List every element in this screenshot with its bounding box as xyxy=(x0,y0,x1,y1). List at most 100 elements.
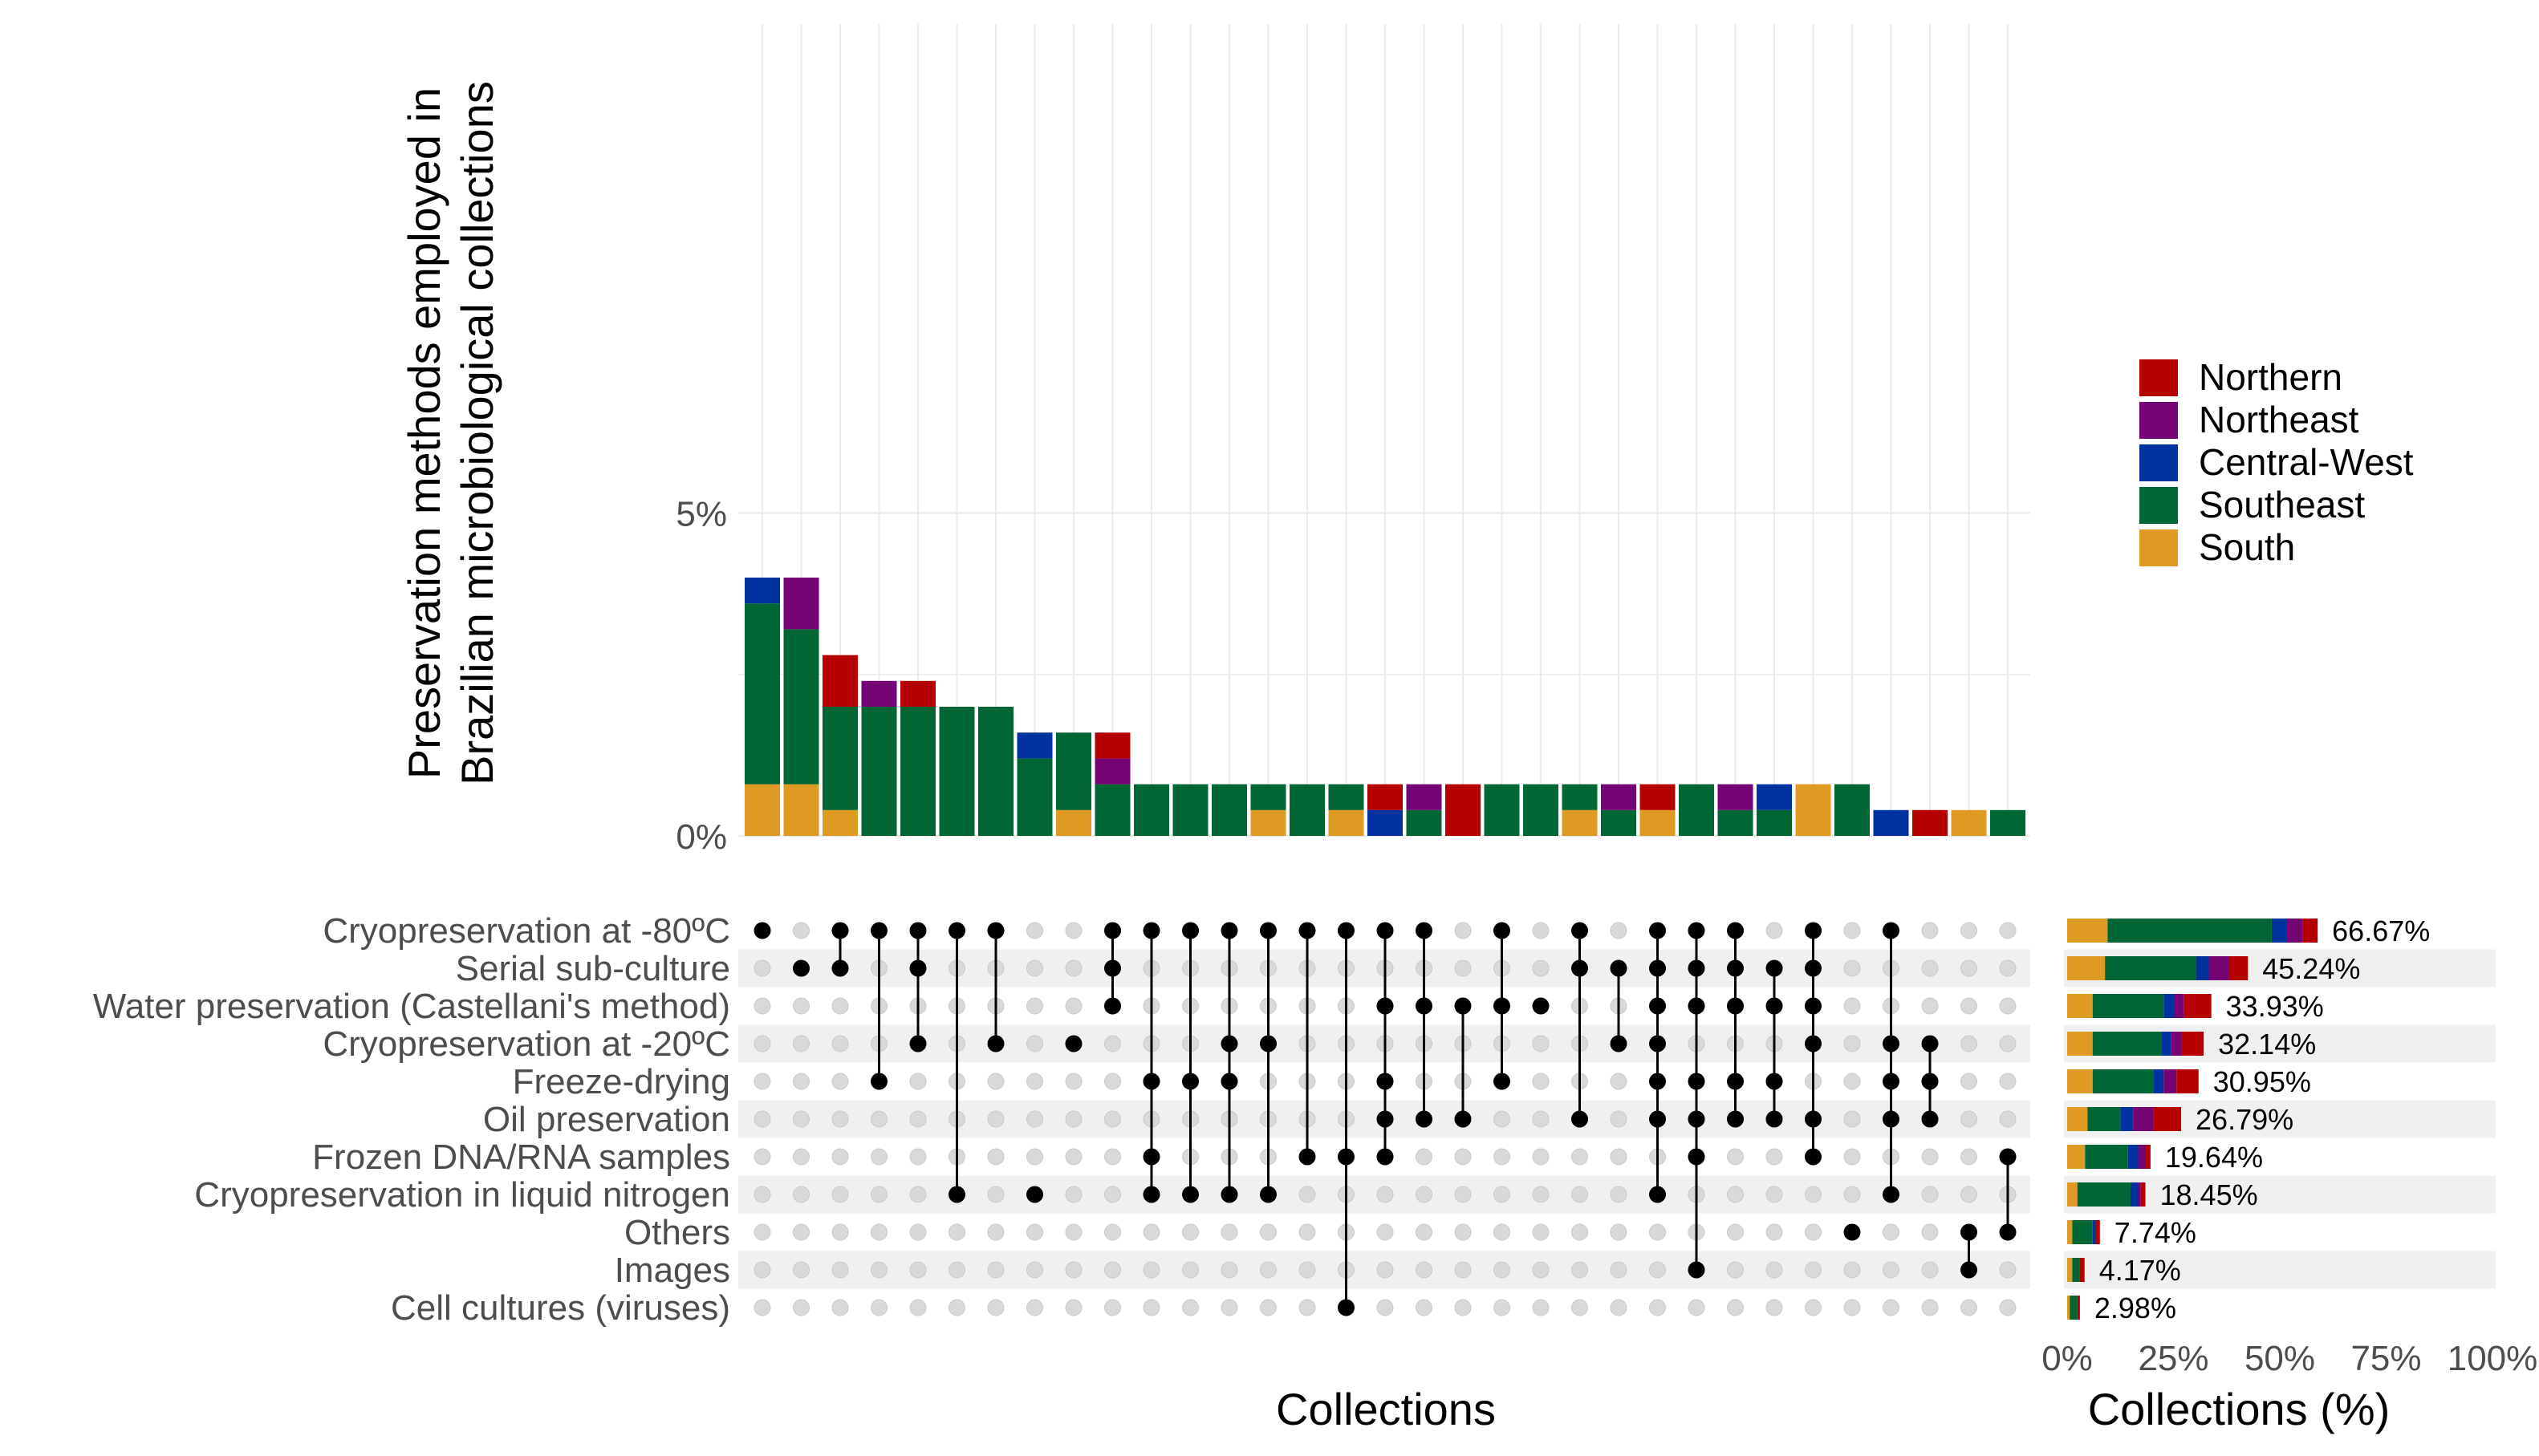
bar-segment xyxy=(1134,784,1169,836)
matrix-member-dot xyxy=(949,922,965,939)
intersection-bar xyxy=(1639,784,1676,836)
set-size-segment xyxy=(2133,1107,2154,1131)
matrix-member-dot xyxy=(1143,1073,1160,1090)
matrix-empty-dot xyxy=(1532,1073,1550,1090)
set-size-segment xyxy=(2067,1182,2078,1207)
matrix-member-dot xyxy=(1883,922,1899,939)
set-size-segment xyxy=(2181,1032,2204,1056)
matrix-empty-dot xyxy=(1416,1261,1432,1279)
matrix-empty-dot xyxy=(1765,1299,1783,1316)
bar-segment xyxy=(1328,809,1364,836)
matrix-member-dot xyxy=(871,1073,888,1090)
matrix-member-dot xyxy=(1883,1110,1899,1128)
matrix-column xyxy=(1376,922,1394,1166)
matrix-empty-dot xyxy=(1843,1261,1861,1279)
matrix-empty-dot xyxy=(1883,1299,1899,1316)
matrix-empty-dot xyxy=(831,1073,849,1090)
set-size-segment xyxy=(2271,919,2288,943)
bar-segment xyxy=(745,578,780,604)
matrix-member-dot xyxy=(1182,1073,1199,1090)
matrix-empty-dot xyxy=(1454,1261,1472,1279)
bar-segment xyxy=(900,707,936,836)
matrix-column xyxy=(1416,922,1432,1128)
matrix-empty-dot xyxy=(871,1186,888,1203)
intersection-bar xyxy=(1562,784,1598,836)
set-size-segment xyxy=(2107,919,2272,943)
set-label: Cryopreservation at -20ºC xyxy=(323,1024,730,1064)
matrix-empty-dot xyxy=(1649,1299,1666,1316)
matrix-empty-dot xyxy=(909,1110,927,1128)
matrix-empty-dot xyxy=(793,1299,810,1316)
matrix-member-dot xyxy=(1338,922,1355,939)
matrix-empty-dot xyxy=(1493,1299,1510,1316)
set-size-segment xyxy=(2072,1258,2080,1282)
matrix-empty-dot xyxy=(793,1148,810,1166)
matrix-empty-dot xyxy=(1999,1110,2017,1128)
y-axis-title-line-1: Preservation methods employed in xyxy=(399,87,449,779)
matrix-member-dot xyxy=(1221,1035,1238,1052)
set-size-segment xyxy=(2228,956,2249,980)
matrix-empty-dot xyxy=(831,997,849,1015)
set-size-segment xyxy=(2302,919,2318,943)
matrix-empty-dot xyxy=(909,1223,927,1241)
matrix-member-dot xyxy=(1805,1035,1822,1052)
intersection-bar xyxy=(1212,784,1247,836)
matrix-empty-dot xyxy=(1493,1261,1510,1279)
matrix-member-dot xyxy=(1298,1148,1316,1166)
set-size-tick-label: 0% xyxy=(2041,1339,2093,1378)
set-label: Serial sub-culture xyxy=(456,949,730,988)
matrix-column xyxy=(1143,922,1160,1203)
legend-key xyxy=(2139,529,2178,566)
set-size-segment xyxy=(2094,1220,2100,1244)
matrix-member-dot xyxy=(1960,1223,1977,1241)
matrix-member-dot xyxy=(1805,1110,1822,1128)
matrix-empty-dot xyxy=(1298,1186,1316,1203)
matrix-empty-dot xyxy=(1298,1223,1316,1241)
matrix-empty-dot xyxy=(1026,1035,1043,1052)
matrix-empty-dot xyxy=(793,1223,810,1241)
set-size-bar: 2.98% xyxy=(2067,1292,2176,1324)
matrix-member-dot xyxy=(1416,922,1432,939)
intersection-bar xyxy=(1523,784,1558,836)
matrix-member-dot xyxy=(1649,1186,1666,1203)
matrix-empty-dot xyxy=(1883,1261,1899,1279)
set-size-bars: 66.67% 45.24% 33.93% 32.14% 30.95% 26.79% 19.6… xyxy=(2041,915,2537,1378)
bar-segment xyxy=(1562,784,1598,810)
set-label: Frozen DNA/RNA samples xyxy=(312,1138,730,1177)
intersection-bar xyxy=(1873,809,1909,836)
matrix-member-dot xyxy=(1727,922,1744,939)
matrix-empty-dot xyxy=(1921,1186,1939,1203)
set-size-segment xyxy=(2184,994,2212,1018)
matrix-column xyxy=(1843,1223,1861,1241)
matrix-empty-dot xyxy=(1843,1073,1861,1090)
matrix-member-dot xyxy=(831,922,849,939)
bar-segment xyxy=(1717,809,1753,836)
matrix-empty-dot xyxy=(1571,1223,1588,1241)
set-size-value: 18.45% xyxy=(2160,1178,2258,1211)
set-size-segment xyxy=(2105,956,2196,980)
matrix-member-dot xyxy=(1999,1148,2017,1166)
matrix-empty-dot xyxy=(1376,1299,1394,1316)
matrix-member-dot xyxy=(1765,997,1783,1015)
set-size-segment xyxy=(2146,1145,2151,1169)
intersection-bar xyxy=(1484,784,1520,836)
matrix-empty-dot xyxy=(793,922,810,939)
matrix-empty-dot xyxy=(1026,1148,1043,1166)
matrix-column xyxy=(1999,1148,2017,1241)
matrix-empty-dot xyxy=(793,1261,810,1279)
matrix-empty-dot xyxy=(1532,1223,1550,1241)
matrix-empty-dot xyxy=(1416,1299,1432,1316)
intersection-bar xyxy=(1134,784,1169,836)
matrix-empty-dot xyxy=(1454,922,1472,939)
matrix-member-dot xyxy=(1805,997,1822,1015)
matrix-empty-dot xyxy=(831,1186,849,1203)
matrix-empty-dot xyxy=(1960,1035,1977,1052)
set-size-bar: 45.24% xyxy=(2067,952,2360,985)
matrix-empty-dot xyxy=(831,1148,849,1166)
set-size-segment xyxy=(2067,1145,2086,1169)
matrix-member-dot xyxy=(1454,997,1472,1015)
matrix-empty-dot xyxy=(754,1035,771,1052)
matrix-empty-dot xyxy=(754,997,771,1015)
intersection-bar xyxy=(1017,732,1053,836)
matrix-empty-dot xyxy=(1805,1186,1822,1203)
